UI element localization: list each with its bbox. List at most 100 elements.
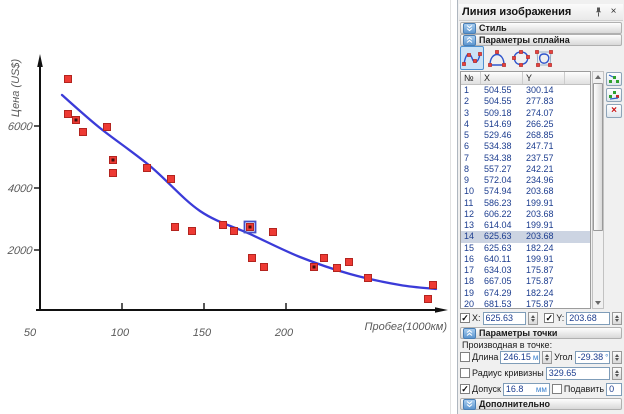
table-row[interactable]: 20 681.53 175.87 — [461, 298, 590, 309]
y-input[interactable]: 203.68 — [566, 311, 610, 325]
delete-icon: × — [611, 105, 617, 116]
section-point-params[interactable]: Параметры точки — [460, 327, 622, 339]
cell-x: 640.11 — [484, 253, 511, 264]
y-checkbox[interactable]: ✓ — [544, 313, 555, 323]
table-row[interactable]: 6 534.38 247.71 — [461, 141, 590, 152]
open-spline-icon — [462, 51, 482, 66]
cell-x: 574.94 — [484, 186, 512, 197]
x-input[interactable]: 625.63 — [482, 311, 527, 325]
pin-icon[interactable] — [592, 6, 605, 19]
cell-num: 19 — [464, 287, 475, 298]
spline-by-poles-button[interactable] — [532, 46, 556, 70]
spline-points-table[interactable]: № X Y 1 504.55 300.14 2 504.55 277.83 3 509.18 2… — [460, 71, 591, 309]
table-row[interactable]: 10 574.94 203.68 — [461, 186, 590, 197]
closed-spline-button[interactable] — [509, 46, 533, 70]
table-row[interactable]: 3 509.18 274.07 — [461, 108, 590, 119]
section-spline-params[interactable]: Параметры сплайна — [460, 34, 622, 46]
panel-splitter[interactable] — [450, 0, 457, 414]
table-row[interactable]: 16 640.11 199.91 — [461, 254, 590, 265]
radius-stepper[interactable] — [612, 366, 622, 380]
radius-checkbox[interactable] — [460, 368, 470, 378]
chevron-down-icon[interactable] — [463, 22, 476, 34]
svg-text:200: 200 — [274, 327, 294, 339]
chevron-up-icon[interactable] — [463, 34, 476, 46]
table-row[interactable]: 13 614.04 199.91 — [461, 220, 590, 231]
col-header-num: № — [461, 72, 481, 84]
table-scrollbar[interactable] — [592, 71, 604, 309]
length-input[interactable]: 246.15мм — [500, 350, 541, 364]
cell-x: 634.03 — [484, 265, 512, 275]
angle-unit: ° — [605, 352, 609, 362]
cell-num: 4 — [464, 118, 470, 129]
tolerance-input[interactable]: 16.8 мм — [502, 382, 550, 396]
arch-spline-button[interactable] — [485, 46, 509, 70]
x-stepper[interactable] — [528, 311, 539, 325]
length-stepper[interactable] — [542, 350, 553, 364]
length-unit: мм — [532, 352, 539, 362]
cell-num: 20 — [464, 298, 475, 309]
chevron-up-icon[interactable] — [463, 327, 476, 339]
table-row[interactable]: 15 625.63 182.24 — [461, 243, 590, 254]
table-row[interactable]: 11 586.23 199.91 — [461, 198, 590, 209]
cell-num: 16 — [464, 253, 475, 264]
table-row[interactable]: 14 625.63 203.68 — [461, 231, 590, 243]
save-points-to-file-button[interactable] — [606, 88, 622, 102]
cell-num: 17 — [464, 265, 475, 275]
cell-y: 268.85 — [526, 130, 554, 140]
cell-x: 514.69 — [484, 118, 512, 129]
cell-y: 175.87 — [526, 298, 554, 309]
table-row[interactable]: 8 557.27 242.21 — [461, 164, 590, 175]
angle-input[interactable]: -29.38 ° — [574, 350, 610, 364]
cell-y: 242.21 — [526, 163, 554, 174]
scroll-down-icon[interactable] — [593, 298, 603, 308]
col-header-filler — [565, 72, 590, 84]
table-row[interactable]: 17 634.03 175.87 — [461, 265, 590, 276]
close-icon[interactable]: × — [610, 6, 617, 17]
suppress-input[interactable]: 0 — [606, 382, 622, 396]
table-row[interactable]: 9 572.04 234.96 — [461, 175, 590, 186]
table-row[interactable]: 1 504.55 300.14 — [461, 85, 590, 96]
radius-input[interactable]: 329.65 — [545, 366, 610, 380]
table-body: 1 504.55 300.14 2 504.55 277.83 3 509.18 274.07 4… — [461, 85, 590, 309]
chevron-down-icon[interactable] — [463, 398, 476, 410]
cell-num: 18 — [464, 276, 475, 287]
table-row[interactable]: 2 504.55 277.83 — [461, 96, 590, 107]
table-row[interactable]: 19 674.29 182.24 — [461, 288, 590, 299]
table-row[interactable]: 12 606.22 203.68 — [461, 209, 590, 220]
cell-y: 182.24 — [526, 287, 554, 298]
section-additional[interactable]: Дополнительно — [460, 398, 622, 410]
cell-x: 674.29 — [484, 287, 512, 298]
y-stepper[interactable] — [612, 311, 622, 325]
section-style[interactable]: Стиль — [460, 22, 622, 34]
x-checkbox[interactable]: ✓ — [460, 313, 470, 323]
delete-point-button[interactable]: × — [606, 104, 622, 118]
cell-x: 557.27 — [484, 163, 512, 174]
panel-title: Линия изображения — [462, 6, 572, 18]
scrollbar-thumb[interactable] — [593, 83, 603, 231]
col-header-x: X — [481, 72, 523, 84]
section-additional-label: Дополнительно — [479, 399, 551, 409]
scroll-up-icon[interactable] — [593, 72, 603, 82]
radius-row: Радиус кривизны 329.65 — [460, 366, 622, 380]
table-row[interactable]: 18 667.05 175.87 — [461, 276, 590, 287]
cell-num: 2 — [464, 96, 470, 107]
cell-y: 199.91 — [526, 197, 554, 208]
read-points-from-file-button[interactable] — [606, 72, 622, 86]
cell-y: 199.91 — [526, 253, 554, 264]
derivative-label: Производная в точке: — [462, 340, 553, 350]
length-label: Длина — [472, 352, 499, 362]
cell-num: 12 — [464, 208, 475, 219]
table-row[interactable]: 4 514.69 266.25 — [461, 119, 590, 130]
svg-text:Пробег(1000км): Пробег(1000км) — [365, 321, 448, 333]
svg-text:4000: 4000 — [7, 183, 34, 195]
length-checkbox[interactable] — [460, 352, 470, 362]
angle-stepper[interactable] — [612, 350, 622, 364]
tolerance-checkbox[interactable]: ✓ — [460, 384, 470, 394]
drawing-canvas[interactable]: 6000 4000 2000 50 100 150 200 Цена (US$) Пробег(… — [0, 0, 450, 414]
suppress-label: Подавить — [563, 384, 605, 394]
open-spline-button[interactable] — [460, 46, 484, 70]
table-row[interactable]: 7 534.38 237.57 — [461, 153, 590, 164]
table-row[interactable]: 5 529.46 268.85 — [461, 130, 590, 141]
suppress-checkbox[interactable] — [551, 384, 562, 394]
